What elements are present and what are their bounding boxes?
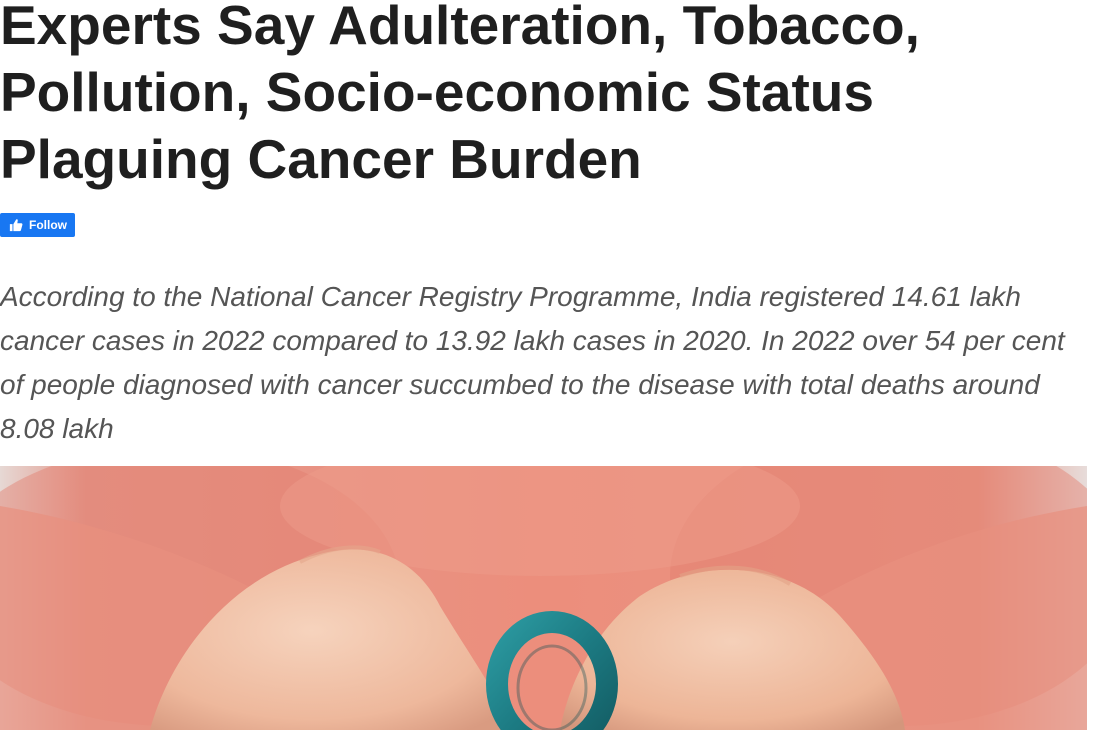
follow-button-label: Follow xyxy=(29,218,67,232)
article-hero-image xyxy=(0,466,1087,730)
article-headline: Experts Say Adulteration, Tobacco, Pollu… xyxy=(0,0,920,190)
follow-button[interactable]: Follow xyxy=(0,213,75,237)
thumbs-up-icon xyxy=(9,219,23,232)
article-summary: According to the National Cancer Registr… xyxy=(0,281,1065,444)
cancer-ribbon-photo xyxy=(0,466,1087,730)
